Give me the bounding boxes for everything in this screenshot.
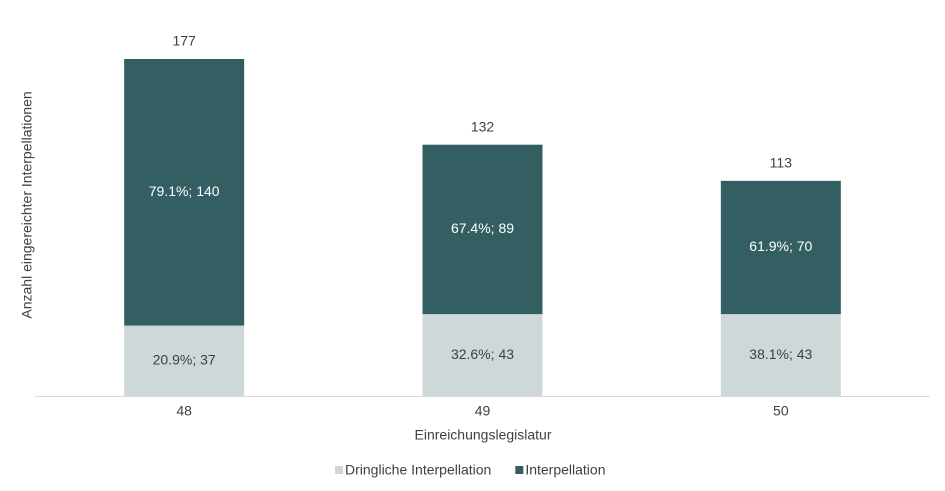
x-tick-label: 50 [773, 403, 789, 419]
value-label: 61.9%; 70 [749, 238, 812, 254]
legend-swatch [335, 466, 343, 474]
value-label: 20.9%; 37 [153, 351, 216, 367]
total-label: 177 [172, 33, 196, 49]
bar-segment [422, 314, 543, 396]
bar-segment [124, 325, 245, 396]
legend-label: Dringliche Interpellation [345, 462, 491, 478]
x-axis-title: Einreichungslegislatur [415, 427, 552, 443]
bar-segment [720, 314, 841, 396]
legend-swatch [515, 466, 524, 474]
bar-segment [124, 59, 245, 326]
total-label: 113 [770, 155, 793, 171]
bar-segment [422, 144, 543, 315]
y-axis-title: Anzahl eingereichter Interpellationen [19, 91, 35, 318]
value-label: 67.4%; 89 [451, 220, 514, 236]
value-label: 79.1%; 140 [149, 183, 220, 199]
total-label: 132 [471, 118, 495, 134]
value-label: 38.1%; 43 [749, 346, 812, 362]
bar-segment [720, 180, 841, 315]
legend-label: Interpellation [525, 462, 605, 478]
x-tick-label: 49 [475, 403, 491, 419]
x-tick-label: 48 [176, 403, 192, 419]
value-label: 32.6%; 43 [451, 346, 514, 362]
